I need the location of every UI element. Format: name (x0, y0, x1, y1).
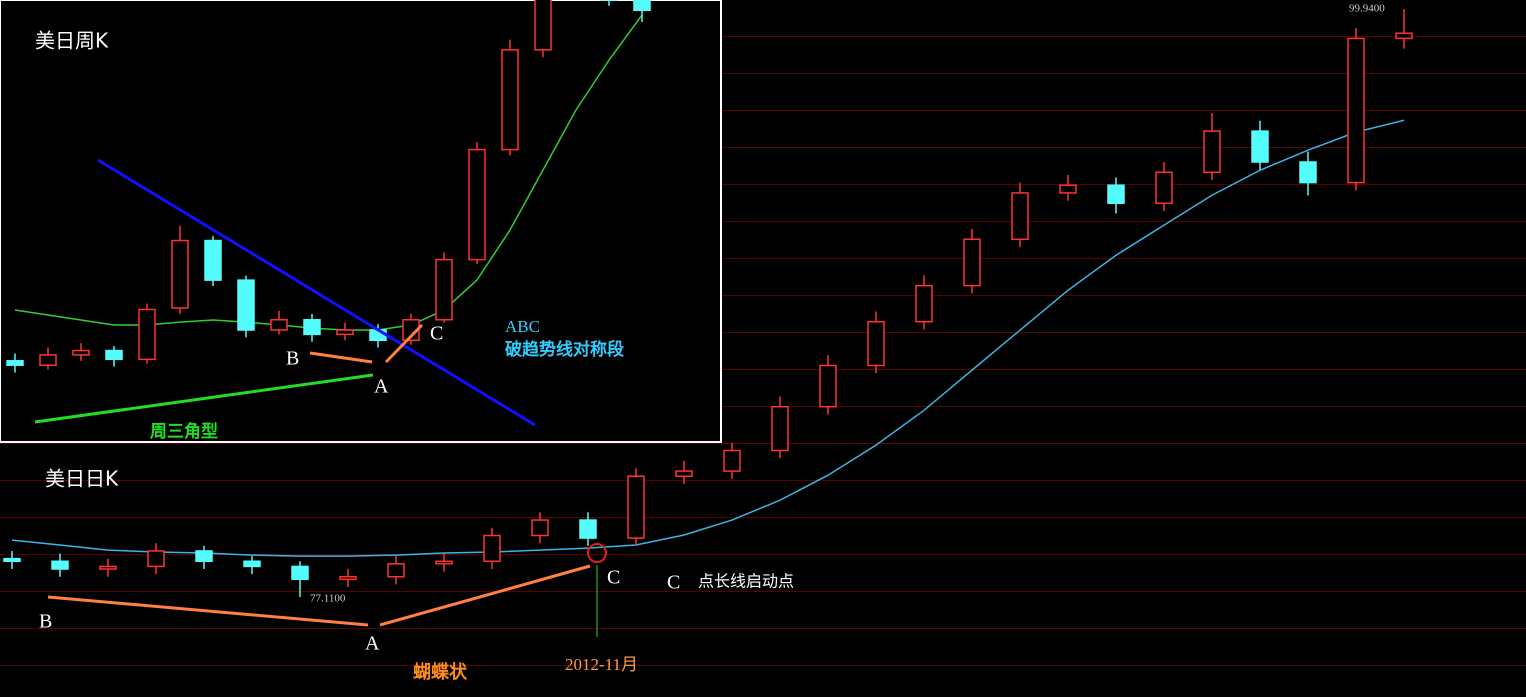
candle-body (435, 560, 453, 565)
candle-body (291, 565, 309, 581)
candle-body (105, 349, 123, 361)
candle-body (3, 557, 21, 563)
trend-line (309, 351, 373, 364)
candle-body (627, 475, 645, 539)
candle-body (723, 449, 741, 472)
candle-body (1155, 171, 1173, 204)
trend-line (47, 595, 369, 627)
candle-body (675, 470, 693, 478)
moving-average (11, 119, 1405, 557)
candle-body (147, 550, 165, 568)
candle-body (633, 0, 651, 12)
candle-body (1011, 192, 1029, 241)
candle-body (531, 519, 549, 537)
candle-body (6, 360, 24, 366)
candle-body (867, 320, 885, 367)
candle-body (579, 519, 597, 539)
daily-chart (3, 9, 1413, 637)
candle-body (534, 0, 552, 51)
candle-body (171, 239, 189, 309)
candle-body (435, 258, 453, 321)
annotation: 破趋势线对称段 (505, 339, 624, 360)
candle-body (1203, 130, 1221, 174)
candle-body (468, 148, 486, 261)
annotation: A (374, 376, 389, 398)
annotation: C (667, 572, 680, 594)
candle-body (819, 364, 837, 408)
candle-body (1299, 161, 1317, 184)
candle-body (501, 49, 519, 151)
candle-body (72, 349, 90, 356)
candle-body (243, 560, 261, 568)
annotation: 2012-11月 (565, 655, 638, 674)
low-label: 77.1100 (310, 593, 346, 605)
candle-body (963, 238, 981, 287)
weekly-chart (6, 0, 651, 427)
candle-body (1251, 130, 1269, 163)
moving-average (14, 14, 643, 331)
candle-body (336, 329, 354, 336)
annotation: C (430, 323, 443, 345)
candle-body (237, 279, 255, 331)
candle-body (204, 239, 222, 281)
annotation: B (286, 348, 299, 370)
candle-body (303, 318, 321, 336)
candle-body (270, 318, 288, 331)
candle-body (387, 563, 405, 578)
trend-line (34, 373, 374, 424)
candle-body (51, 560, 69, 570)
candle-body (1347, 37, 1365, 184)
candle-body (1107, 184, 1125, 204)
trend-line (379, 564, 591, 627)
trend-line (97, 158, 536, 427)
annotation: A (365, 633, 380, 655)
candle-body (915, 284, 933, 323)
annotation: ABC (505, 317, 540, 336)
annotation: B (39, 611, 52, 633)
candle-body (339, 575, 357, 581)
annotation: 周三角型 (150, 421, 218, 442)
high-label: 99.9400 (1349, 3, 1385, 15)
annotation: 点长线启动点 (698, 572, 794, 591)
candle-body (99, 565, 117, 570)
trend-line (384, 323, 424, 364)
candle-body (1395, 32, 1413, 40)
annotation: C (607, 567, 620, 589)
candle-body (1059, 184, 1077, 194)
candle-body (483, 534, 501, 563)
candle-body (771, 405, 789, 452)
chart-title: 美日日K (45, 467, 119, 491)
candle-body (195, 550, 213, 563)
annotation: 蝴蝶状 (413, 661, 468, 683)
start-point-marker (587, 543, 607, 563)
chart-title: 美日周K (35, 29, 109, 53)
candle-body (138, 308, 156, 361)
candle-body (39, 354, 57, 366)
